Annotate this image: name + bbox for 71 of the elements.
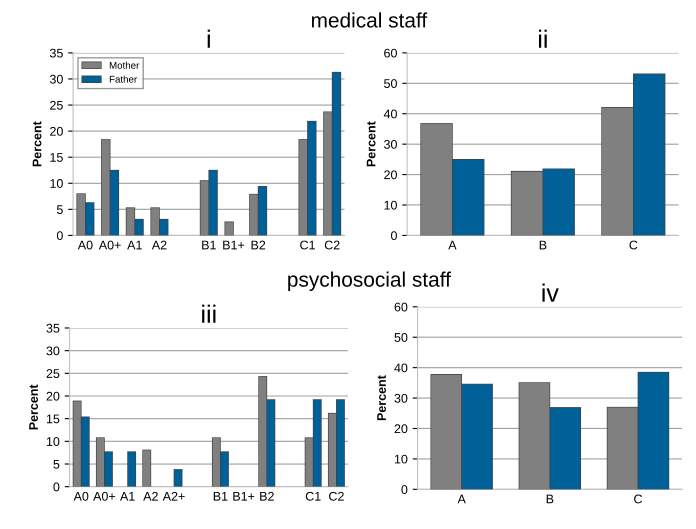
x-tick-label: A1: [127, 240, 142, 250]
y-tick-label: 40: [394, 363, 408, 372]
y-tick-label: 20: [50, 126, 63, 136]
chart-title: iv: [542, 284, 559, 302]
bar: [224, 221, 234, 236]
chart-subtitle: medical staff: [312, 12, 428, 28]
y-axis-title: Percent: [32, 121, 42, 166]
y-tick-label: 10: [394, 454, 408, 464]
y-tick-label: 60: [384, 48, 397, 58]
y-tick-label: 0: [390, 231, 397, 240]
y-tick-label: 10: [50, 179, 63, 188]
x-tick-label: A1: [120, 492, 135, 501]
x-tick-label: A0: [74, 492, 88, 501]
y-tick-label: 60: [394, 302, 408, 312]
y-tick-label: 5: [53, 460, 60, 469]
x-tick-label: B: [546, 494, 554, 504]
y-tick-label: 10: [46, 437, 60, 446]
y-tick-label: 50: [394, 333, 408, 342]
y-axis-title: Percent: [366, 121, 376, 166]
legend-label: Mother: [110, 62, 140, 69]
x-tick-label: A2: [143, 492, 158, 501]
y-tick-label: 15: [46, 414, 60, 424]
y-tick-label: 40: [384, 110, 397, 118]
x-tick-label: C: [634, 494, 642, 504]
y-tick-label: 0: [56, 231, 63, 240]
x-tick-label: C: [629, 240, 638, 250]
x-tick-label: A: [448, 240, 457, 250]
x-tick-label: A0+: [93, 492, 116, 501]
x-tick-label: C1: [306, 492, 321, 501]
y-tick-label: 25: [46, 369, 60, 378]
x-tick-label: B1: [214, 492, 228, 501]
x-tick-label: A2: [152, 240, 166, 250]
x-tick-label: B2: [260, 492, 274, 501]
chart-title: ii: [538, 30, 547, 48]
chart-subtitle: psychosocial staff: [288, 272, 451, 291]
y-tick-label: 20: [394, 424, 408, 434]
x-tick-label: B2: [252, 240, 266, 250]
x-tick-label: B1+: [223, 240, 244, 250]
x-tick-label: C2: [329, 492, 344, 501]
x-tick-label: A0+: [98, 240, 121, 250]
legend-label: Father: [110, 76, 137, 83]
x-tick-label: A: [458, 494, 466, 504]
y-tick-label: 35: [46, 324, 60, 333]
bar: [174, 469, 182, 487]
y-tick-label: 5: [56, 205, 63, 214]
y-tick-label: 30: [384, 140, 397, 149]
chart-title: iii: [202, 304, 216, 323]
y-tick-label: 30: [46, 346, 60, 356]
y-tick-label: 0: [401, 485, 408, 494]
x-tick-label: B1+: [233, 492, 254, 501]
y-tick-label: 30: [394, 394, 408, 403]
y-tick-label: 20: [46, 392, 60, 401]
bar: [127, 451, 136, 487]
x-tick-label: C1: [300, 240, 315, 250]
chart-title: i: [208, 30, 210, 48]
y-tick-label: 0: [53, 482, 60, 492]
y-axis-title: Percent: [377, 375, 386, 420]
y-tick-label: 35: [50, 48, 63, 58]
y-tick-label: 20: [384, 170, 397, 180]
x-tick-label: A2+: [162, 492, 185, 501]
x-tick-label: B: [540, 240, 546, 250]
x-tick-label: A0: [78, 240, 93, 250]
y-tick-label: 10: [384, 200, 397, 210]
y-tick-label: 30: [50, 74, 63, 84]
bar: [142, 450, 152, 487]
x-tick-label: B1: [202, 240, 216, 250]
y-tick-label: 25: [50, 100, 63, 110]
y-tick-label: 15: [50, 153, 63, 162]
y-axis-title: Percent: [29, 384, 38, 430]
y-tick-label: 50: [384, 79, 397, 88]
x-tick-label: C2: [324, 240, 340, 250]
